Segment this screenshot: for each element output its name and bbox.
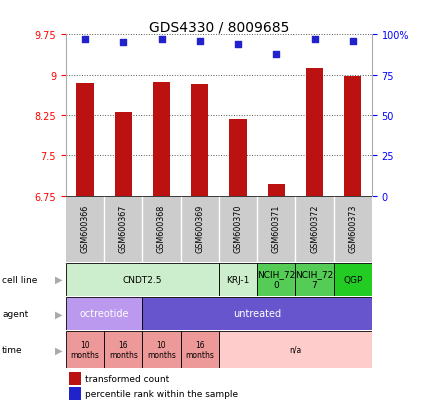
- Text: QGP: QGP: [343, 275, 363, 284]
- Bar: [334, 263, 372, 296]
- Text: 10
months: 10 months: [147, 340, 176, 359]
- Text: GSM600367: GSM600367: [119, 204, 128, 252]
- Bar: [153, 82, 170, 196]
- Text: percentile rank within the sample: percentile rank within the sample: [85, 389, 238, 398]
- Point: [273, 51, 280, 58]
- Text: ▶: ▶: [55, 309, 62, 318]
- Bar: [142, 297, 372, 330]
- Text: NCIH_72
7: NCIH_72 7: [295, 270, 334, 289]
- Point: [82, 37, 88, 43]
- Text: GSM600370: GSM600370: [233, 204, 243, 252]
- Text: ▶: ▶: [55, 344, 62, 355]
- Text: 10
months: 10 months: [71, 340, 99, 359]
- Title: GDS4330 / 8009685: GDS4330 / 8009685: [149, 20, 289, 34]
- Bar: [344, 76, 361, 196]
- Bar: [69, 372, 81, 385]
- Text: GSM600366: GSM600366: [80, 204, 90, 252]
- Text: time: time: [2, 345, 23, 354]
- Bar: [306, 69, 323, 196]
- Bar: [295, 263, 334, 296]
- Point: [235, 41, 241, 48]
- Text: NCIH_72
0: NCIH_72 0: [257, 270, 295, 289]
- Point: [158, 37, 165, 43]
- Text: n/a: n/a: [289, 345, 301, 354]
- Point: [196, 38, 203, 45]
- Text: GSM600368: GSM600368: [157, 204, 166, 252]
- Text: GSM600372: GSM600372: [310, 204, 319, 252]
- Bar: [76, 83, 94, 196]
- Bar: [268, 184, 285, 196]
- Bar: [219, 263, 257, 296]
- Point: [311, 37, 318, 43]
- Text: GSM600371: GSM600371: [272, 204, 281, 252]
- Text: cell line: cell line: [2, 275, 37, 284]
- Text: 16
months: 16 months: [109, 340, 138, 359]
- Text: ▶: ▶: [55, 275, 62, 285]
- Point: [349, 38, 356, 45]
- Bar: [142, 332, 181, 368]
- Bar: [230, 119, 246, 196]
- Bar: [69, 387, 81, 400]
- Bar: [257, 263, 295, 296]
- Bar: [104, 332, 142, 368]
- Bar: [66, 263, 219, 296]
- Text: 16
months: 16 months: [185, 340, 214, 359]
- Text: CNDT2.5: CNDT2.5: [123, 275, 162, 284]
- Text: agent: agent: [2, 309, 28, 318]
- Bar: [66, 332, 104, 368]
- Bar: [115, 113, 132, 196]
- Bar: [191, 85, 208, 196]
- Text: KRJ-1: KRJ-1: [226, 275, 249, 284]
- Bar: [66, 297, 142, 330]
- Text: untreated: untreated: [233, 309, 281, 318]
- Text: GSM600373: GSM600373: [348, 204, 357, 252]
- Text: transformed count: transformed count: [85, 374, 169, 383]
- Bar: [181, 332, 219, 368]
- Text: octreotide: octreotide: [79, 309, 129, 318]
- Text: GSM600369: GSM600369: [195, 204, 204, 252]
- Point: [120, 40, 127, 46]
- Bar: [219, 332, 372, 368]
